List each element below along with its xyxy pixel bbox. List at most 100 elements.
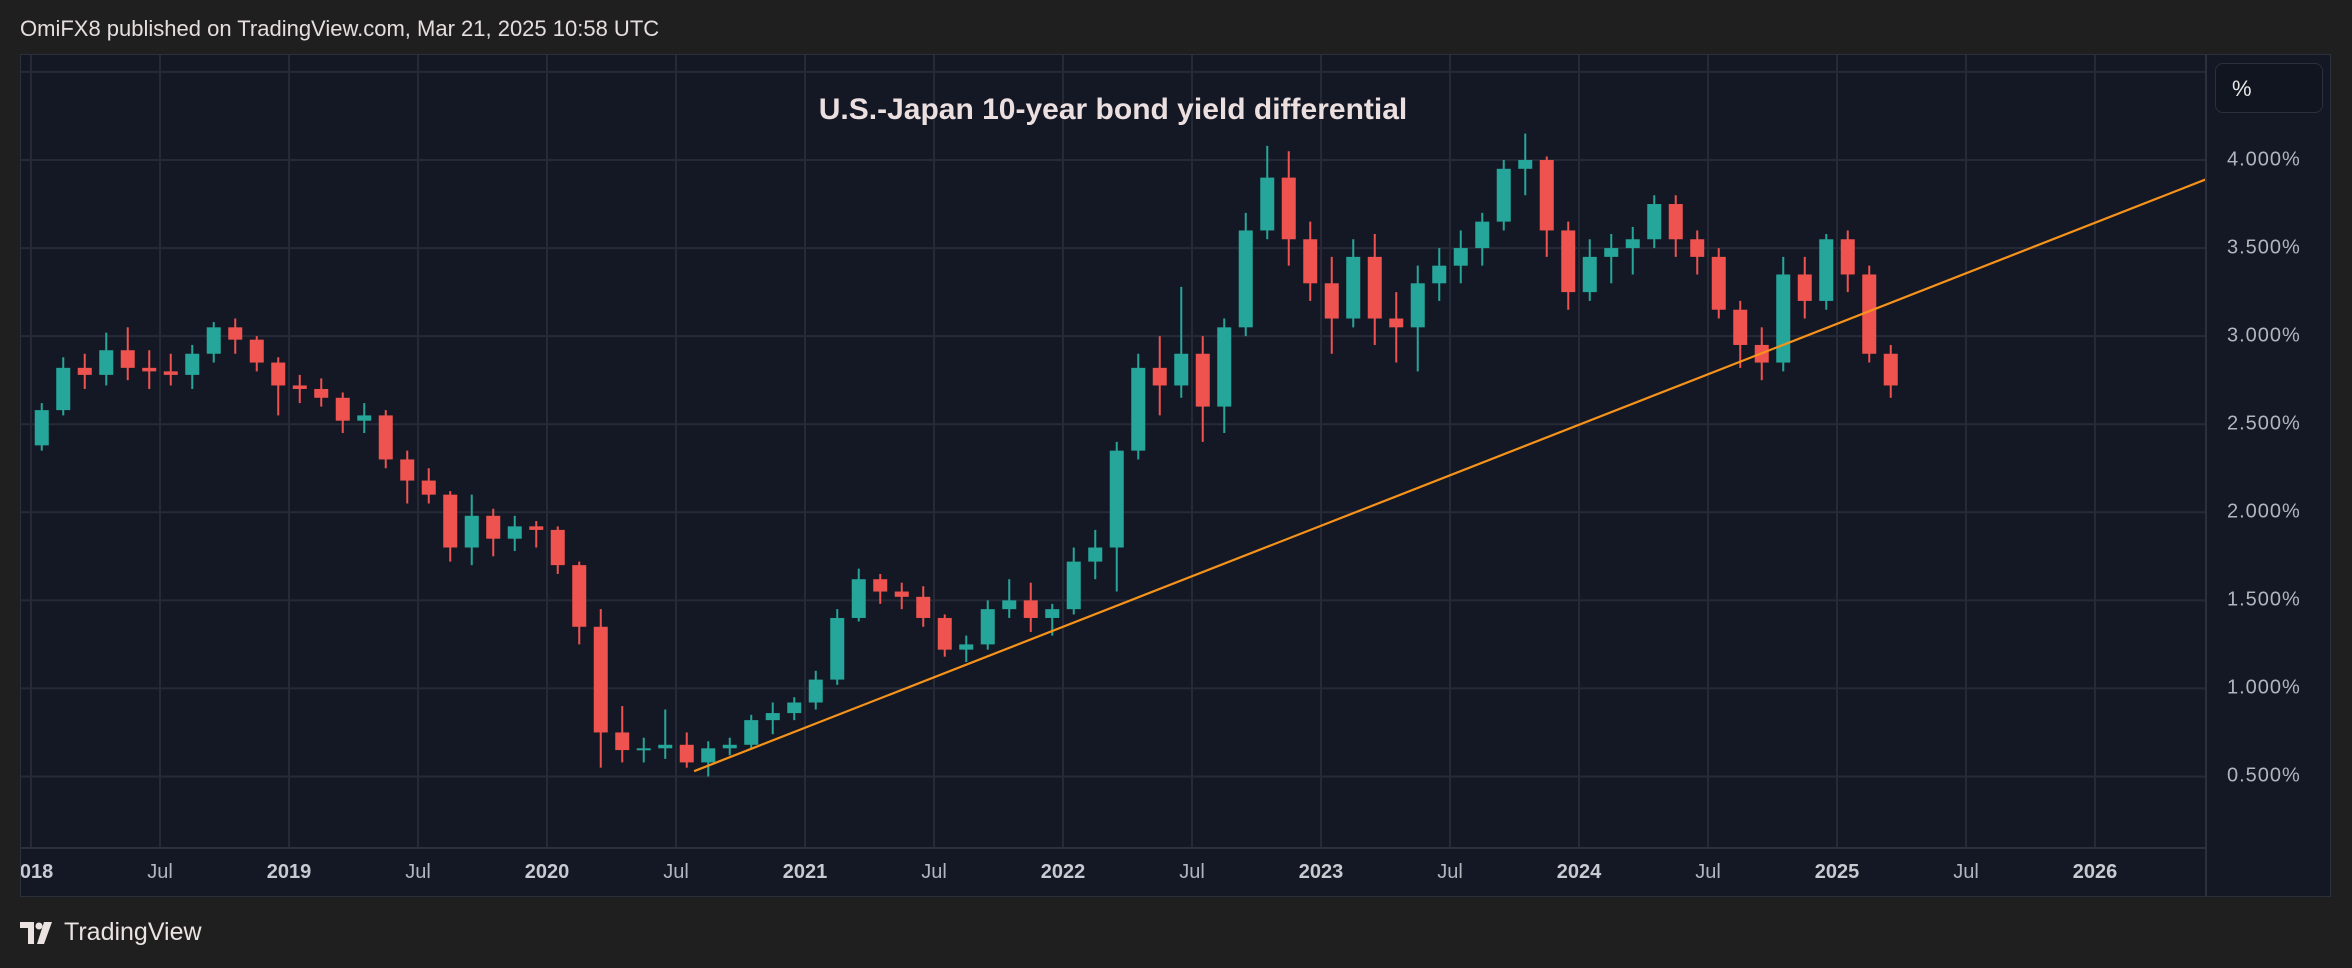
candle <box>1883 344 1898 398</box>
x-tick-label: 2019 <box>266 861 312 883</box>
candle <box>615 706 630 763</box>
candle-body <box>1023 600 1038 618</box>
candle-body <box>77 367 92 375</box>
candle <box>185 344 200 389</box>
candle <box>1432 248 1447 301</box>
y-tick-label: 4.000% <box>2227 148 2301 171</box>
candle <box>1711 248 1726 319</box>
candle-body <box>1367 256 1382 319</box>
candle <box>357 403 372 434</box>
price-axis[interactable]: % 4.000% 3.500% 3.000% 2.500% 2.000% 1.500% 1.… <box>2205 55 2331 896</box>
candle <box>1582 239 1597 301</box>
candle <box>1195 336 1210 442</box>
trendline-layer <box>693 178 2205 773</box>
candle <box>1324 256 1339 354</box>
candle-body <box>1668 204 1683 240</box>
x-tick-label: Jul <box>1695 861 1721 883</box>
plot-area[interactable] <box>21 55 2205 847</box>
candle <box>1217 318 1232 434</box>
candle <box>34 403 49 451</box>
x-tick-label: Jul <box>1179 861 1205 883</box>
candle-body <box>185 353 200 375</box>
candle <box>1002 579 1017 618</box>
candle <box>335 392 350 434</box>
unit-button[interactable]: % <box>2215 63 2323 113</box>
candle-body <box>1131 367 1146 451</box>
y-tick-label: 1.500% <box>2227 588 2301 611</box>
candle-body <box>1324 283 1339 319</box>
candle <box>1281 151 1296 266</box>
candle <box>142 350 157 389</box>
candle-body <box>400 459 415 481</box>
chart-panel[interactable]: U.S.-Japan 10-year bond yield differenti… <box>20 54 2331 897</box>
candle <box>658 709 673 759</box>
candle-body <box>1518 160 1533 169</box>
candle-body <box>1840 239 1855 275</box>
candle-body <box>765 713 780 721</box>
candle <box>1647 195 1662 249</box>
candle-body <box>206 327 221 354</box>
candle <box>1475 212 1490 266</box>
candle-body <box>486 515 501 539</box>
candle <box>1561 221 1576 310</box>
y-tick-label: 3.500% <box>2227 236 2301 259</box>
candle-body <box>1604 248 1619 257</box>
candle-body <box>658 744 673 749</box>
candle-body <box>421 480 436 495</box>
publish-info: OmiFX8 published on TradingView.com, Mar… <box>20 16 660 41</box>
candle-body <box>1002 600 1017 610</box>
candle-body <box>1453 248 1468 266</box>
candle-body <box>314 388 329 398</box>
candle <box>443 491 458 562</box>
candle-body <box>335 397 350 421</box>
candle <box>292 374 307 404</box>
candle <box>593 609 608 768</box>
tradingview-logo-icon <box>20 921 52 944</box>
candle <box>1066 547 1081 615</box>
x-tick-label: Jul <box>663 861 689 883</box>
candle <box>163 353 178 386</box>
candle <box>1840 230 1855 293</box>
candle <box>120 327 135 381</box>
candle <box>679 732 694 768</box>
candle-body <box>830 617 845 680</box>
candle <box>1109 441 1124 592</box>
candle-body <box>1647 204 1662 240</box>
x-tick-label: Jul <box>1437 861 1463 883</box>
candle <box>464 494 479 566</box>
candle-body <box>1066 561 1081 610</box>
tradingview-logo[interactable]: TradingView <box>20 918 202 947</box>
candle-body <box>1819 239 1834 301</box>
candle-body <box>1475 221 1490 249</box>
candle <box>507 515 522 552</box>
candle <box>1238 212 1253 337</box>
candle-body <box>722 744 737 749</box>
candle-body <box>1152 367 1167 386</box>
x-tick-label: 2025 <box>1814 861 1860 883</box>
candle-body <box>593 626 608 733</box>
candle <box>1518 133 1533 196</box>
candle-body <box>464 515 479 548</box>
candle <box>830 609 845 685</box>
x-tick-label: Jul <box>405 861 431 883</box>
candle <box>873 573 888 604</box>
candle-body <box>249 339 264 363</box>
candle <box>1410 265 1425 372</box>
x-tick-label: 2021 <box>782 861 828 883</box>
candle-body <box>1389 318 1404 328</box>
candle-body <box>1346 256 1361 319</box>
candle-body <box>378 415 393 460</box>
candle-body <box>1238 230 1253 328</box>
candle <box>959 635 974 662</box>
candle-body <box>1281 177 1296 240</box>
y-tick-label: 3.000% <box>2227 324 2301 347</box>
y-tick-label: 1.000% <box>2227 676 2301 699</box>
candle-body <box>679 744 694 763</box>
x-tick-label: Jul <box>1953 861 1979 883</box>
candle-body <box>1797 274 1812 301</box>
candle-body <box>1539 160 1554 231</box>
time-axis[interactable]: 2018 Jul 2019 Jul 2020 Jul 2021 Jul 2022 Jul 2023 J… <box>21 847 2205 896</box>
candle <box>271 357 286 416</box>
candle <box>894 582 909 610</box>
candle <box>937 614 952 657</box>
